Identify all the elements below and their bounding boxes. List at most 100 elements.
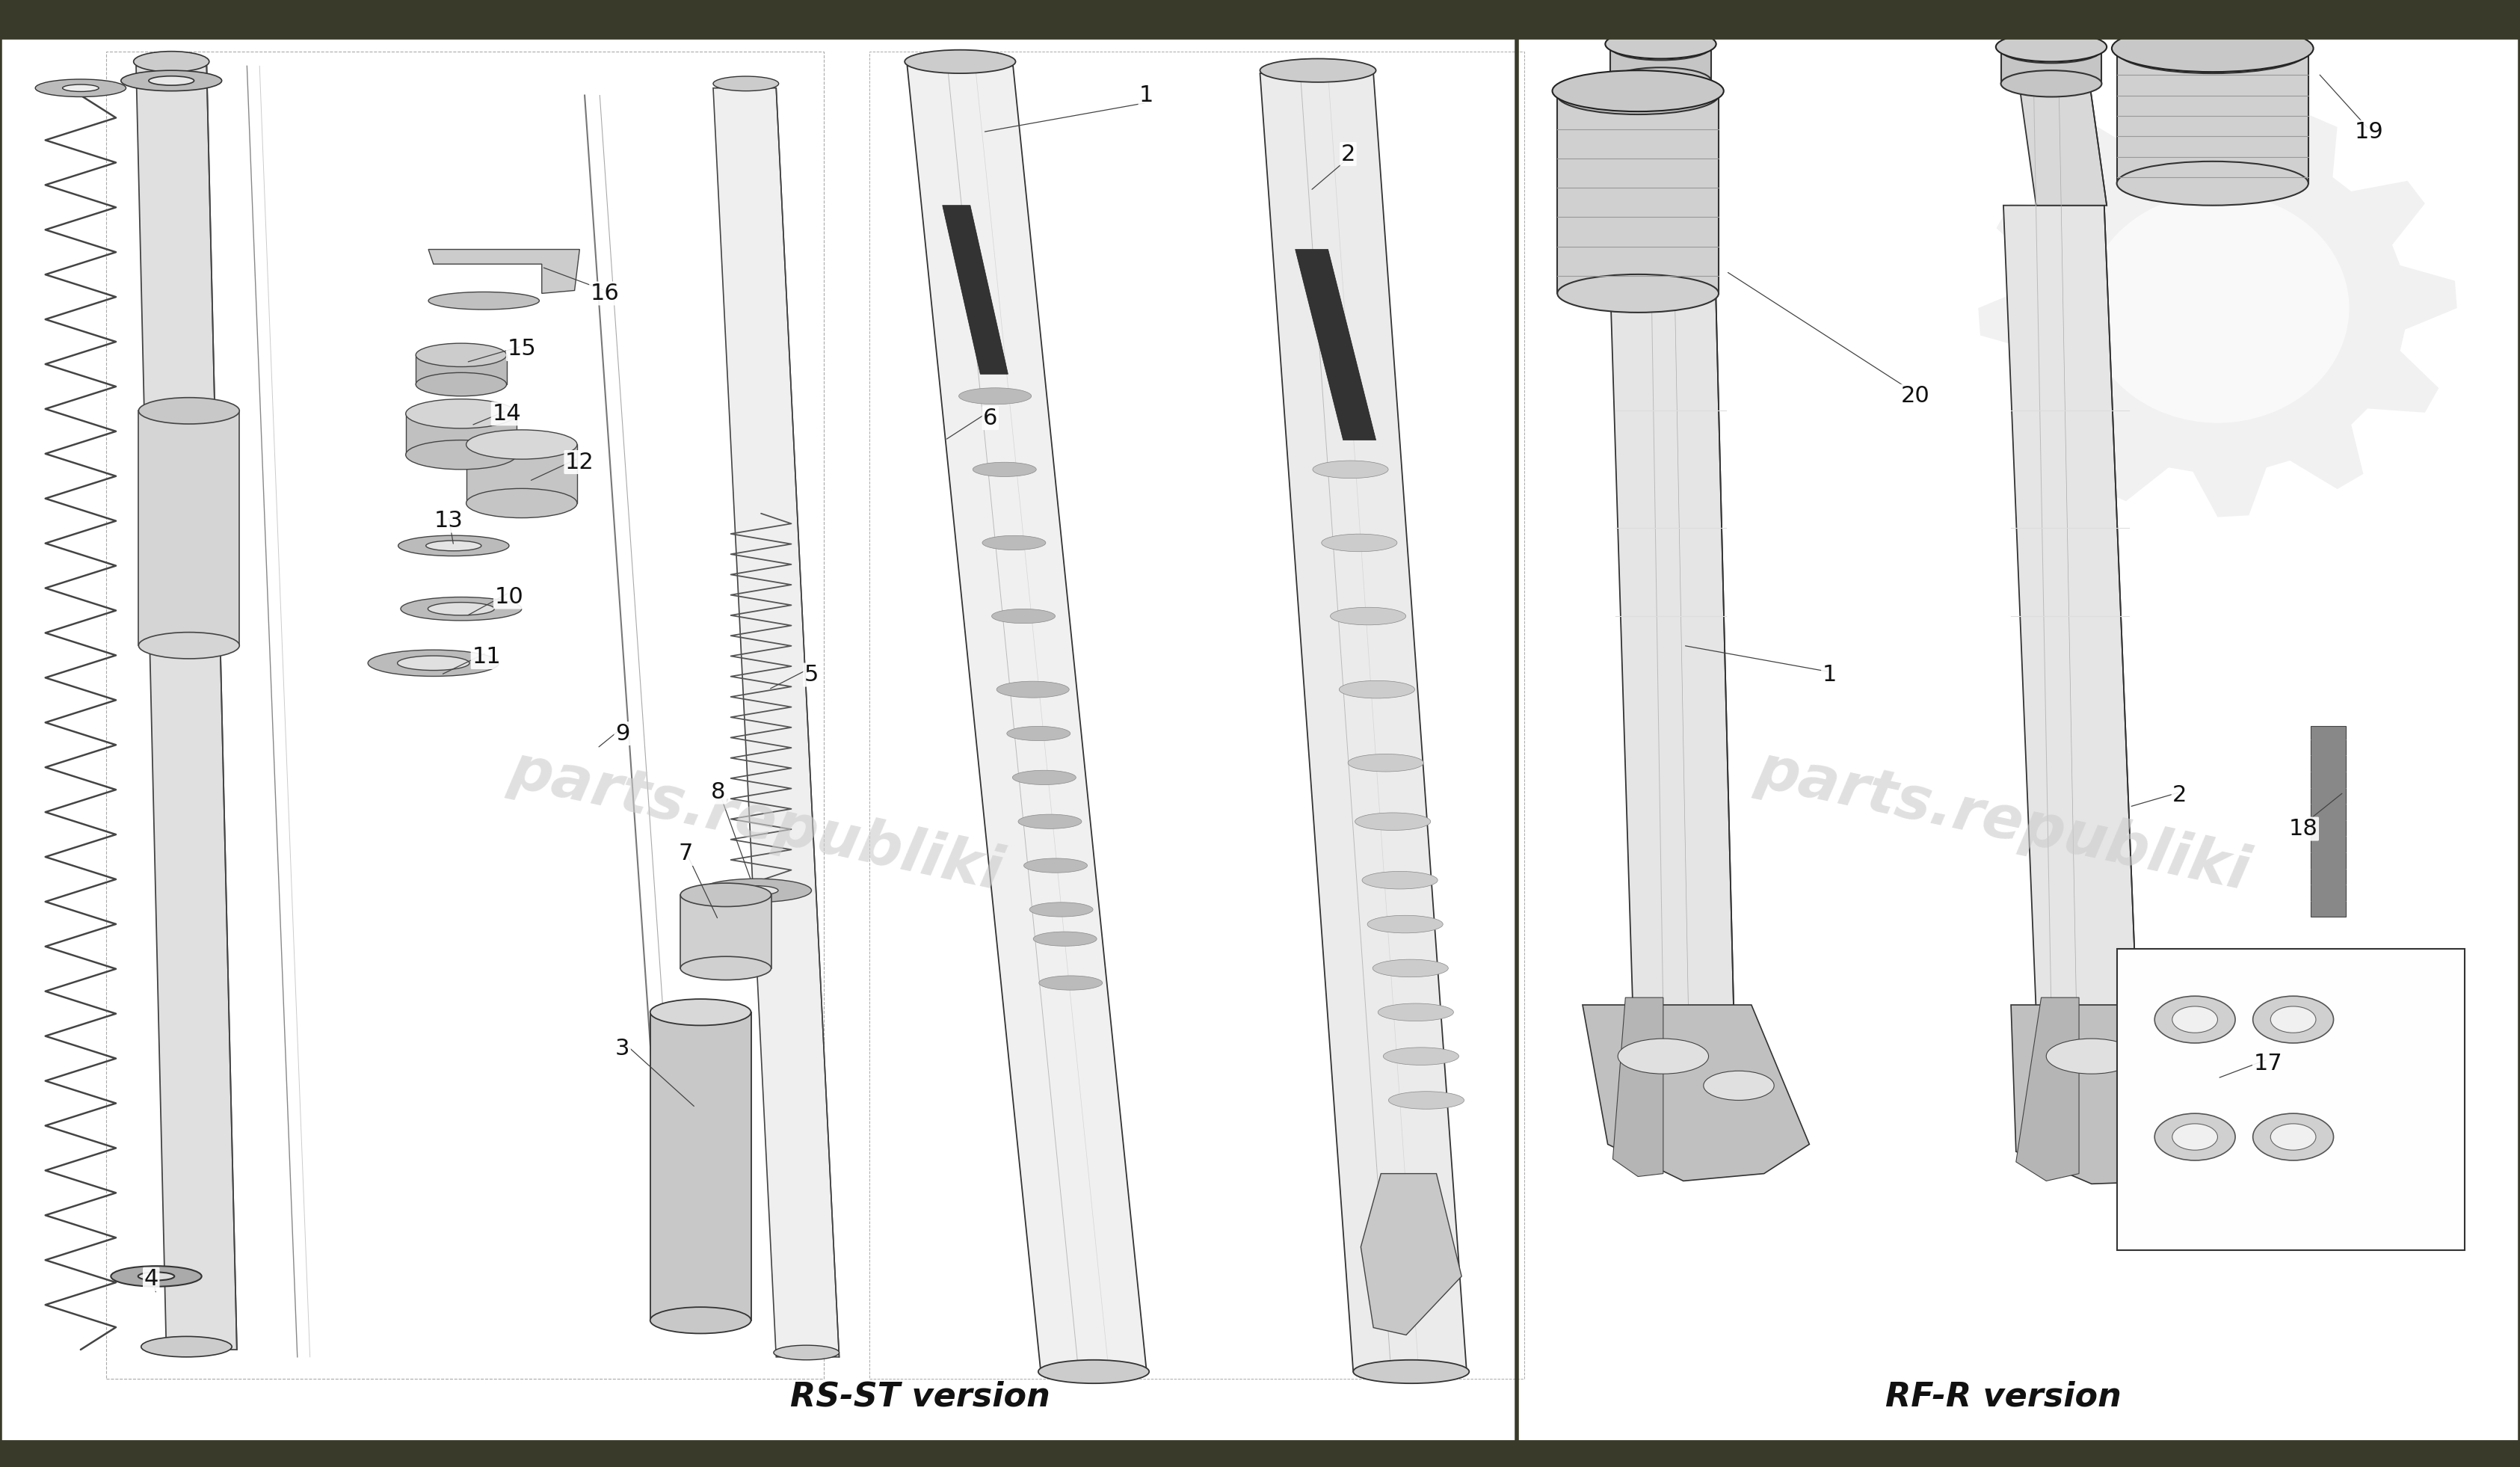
Ellipse shape bbox=[121, 70, 222, 91]
Ellipse shape bbox=[2271, 1124, 2316, 1150]
Ellipse shape bbox=[1038, 976, 1101, 990]
Ellipse shape bbox=[2117, 161, 2308, 205]
Ellipse shape bbox=[1018, 814, 1081, 829]
Polygon shape bbox=[406, 414, 517, 455]
Ellipse shape bbox=[426, 540, 481, 550]
Ellipse shape bbox=[1038, 1360, 1149, 1383]
Ellipse shape bbox=[701, 879, 811, 902]
Ellipse shape bbox=[398, 656, 469, 670]
Ellipse shape bbox=[2112, 25, 2313, 72]
Polygon shape bbox=[2016, 62, 2107, 205]
Ellipse shape bbox=[2046, 1039, 2137, 1074]
Ellipse shape bbox=[416, 373, 507, 396]
Ellipse shape bbox=[2117, 29, 2308, 73]
Bar bbox=[106, 51, 824, 1379]
Ellipse shape bbox=[2172, 1006, 2218, 1033]
Text: 3: 3 bbox=[615, 1039, 630, 1059]
Text: 15: 15 bbox=[507, 339, 537, 359]
Text: 13: 13 bbox=[433, 511, 464, 531]
Ellipse shape bbox=[1610, 34, 1711, 60]
Polygon shape bbox=[650, 1012, 751, 1320]
Ellipse shape bbox=[428, 603, 494, 615]
Ellipse shape bbox=[1389, 1091, 1464, 1109]
Ellipse shape bbox=[398, 535, 509, 556]
Ellipse shape bbox=[1361, 871, 1436, 889]
Ellipse shape bbox=[2155, 1113, 2235, 1160]
Polygon shape bbox=[1610, 47, 1711, 81]
Polygon shape bbox=[2011, 1005, 2218, 1184]
Polygon shape bbox=[1978, 98, 2457, 516]
Ellipse shape bbox=[1552, 70, 1724, 111]
Ellipse shape bbox=[401, 597, 522, 621]
Text: parts.republiki: parts.republiki bbox=[1751, 741, 2255, 902]
Text: 10: 10 bbox=[494, 587, 524, 607]
Bar bbox=[869, 51, 1525, 1379]
Ellipse shape bbox=[905, 50, 1016, 73]
Ellipse shape bbox=[1618, 1039, 1709, 1074]
Ellipse shape bbox=[713, 76, 779, 91]
Ellipse shape bbox=[111, 1266, 202, 1287]
Text: 1: 1 bbox=[1822, 665, 1837, 685]
Polygon shape bbox=[1608, 205, 1734, 1012]
Ellipse shape bbox=[1704, 1071, 1774, 1100]
Ellipse shape bbox=[1313, 461, 1389, 478]
Text: 14: 14 bbox=[491, 403, 522, 424]
Ellipse shape bbox=[1373, 959, 1449, 977]
Polygon shape bbox=[1613, 998, 1663, 1177]
Polygon shape bbox=[2016, 998, 2079, 1181]
Text: RF-R version: RF-R version bbox=[1885, 1380, 2122, 1413]
Text: 12: 12 bbox=[564, 452, 595, 472]
Ellipse shape bbox=[1610, 67, 1711, 94]
Ellipse shape bbox=[139, 398, 239, 424]
Polygon shape bbox=[1625, 59, 1709, 205]
Text: 9: 9 bbox=[615, 723, 630, 744]
Polygon shape bbox=[713, 88, 839, 1357]
Ellipse shape bbox=[774, 1345, 839, 1360]
Ellipse shape bbox=[141, 1336, 232, 1357]
Ellipse shape bbox=[139, 1272, 174, 1281]
Ellipse shape bbox=[1557, 76, 1719, 114]
Polygon shape bbox=[942, 205, 1008, 374]
Ellipse shape bbox=[1320, 534, 1396, 552]
Polygon shape bbox=[1361, 1174, 1462, 1335]
Ellipse shape bbox=[1013, 770, 1076, 785]
Ellipse shape bbox=[35, 79, 126, 97]
Bar bbox=[0, 1441, 2520, 1467]
Ellipse shape bbox=[1353, 1360, 1469, 1383]
Ellipse shape bbox=[733, 886, 779, 895]
Text: parts.republiki: parts.republiki bbox=[504, 741, 1008, 902]
Text: 2: 2 bbox=[2172, 785, 2187, 805]
Ellipse shape bbox=[1557, 274, 1719, 312]
Ellipse shape bbox=[428, 292, 539, 310]
Polygon shape bbox=[2311, 726, 2346, 917]
Ellipse shape bbox=[1331, 607, 1406, 625]
Ellipse shape bbox=[1383, 1047, 1459, 1065]
Ellipse shape bbox=[650, 999, 751, 1025]
Polygon shape bbox=[2003, 205, 2137, 1012]
Text: 20: 20 bbox=[1900, 386, 1930, 406]
Polygon shape bbox=[136, 66, 237, 1350]
Polygon shape bbox=[2117, 51, 2308, 183]
Polygon shape bbox=[428, 249, 580, 293]
Polygon shape bbox=[680, 895, 771, 968]
Polygon shape bbox=[1583, 1005, 1809, 1181]
Polygon shape bbox=[466, 445, 577, 503]
Polygon shape bbox=[2001, 50, 2102, 84]
Ellipse shape bbox=[1368, 915, 1444, 933]
Ellipse shape bbox=[416, 343, 507, 367]
Ellipse shape bbox=[149, 76, 194, 85]
Ellipse shape bbox=[1031, 902, 1094, 917]
Ellipse shape bbox=[680, 883, 771, 907]
Ellipse shape bbox=[1260, 59, 1376, 82]
Bar bbox=[2117, 949, 2465, 1250]
Ellipse shape bbox=[1996, 32, 2107, 62]
Ellipse shape bbox=[995, 681, 1068, 698]
Text: 17: 17 bbox=[2253, 1053, 2283, 1074]
Polygon shape bbox=[907, 66, 1147, 1372]
Ellipse shape bbox=[2271, 1006, 2316, 1033]
Ellipse shape bbox=[1008, 726, 1071, 741]
Ellipse shape bbox=[406, 399, 517, 428]
Text: 7: 7 bbox=[678, 844, 693, 864]
Text: 19: 19 bbox=[2354, 122, 2384, 142]
Text: 18: 18 bbox=[2288, 819, 2318, 839]
